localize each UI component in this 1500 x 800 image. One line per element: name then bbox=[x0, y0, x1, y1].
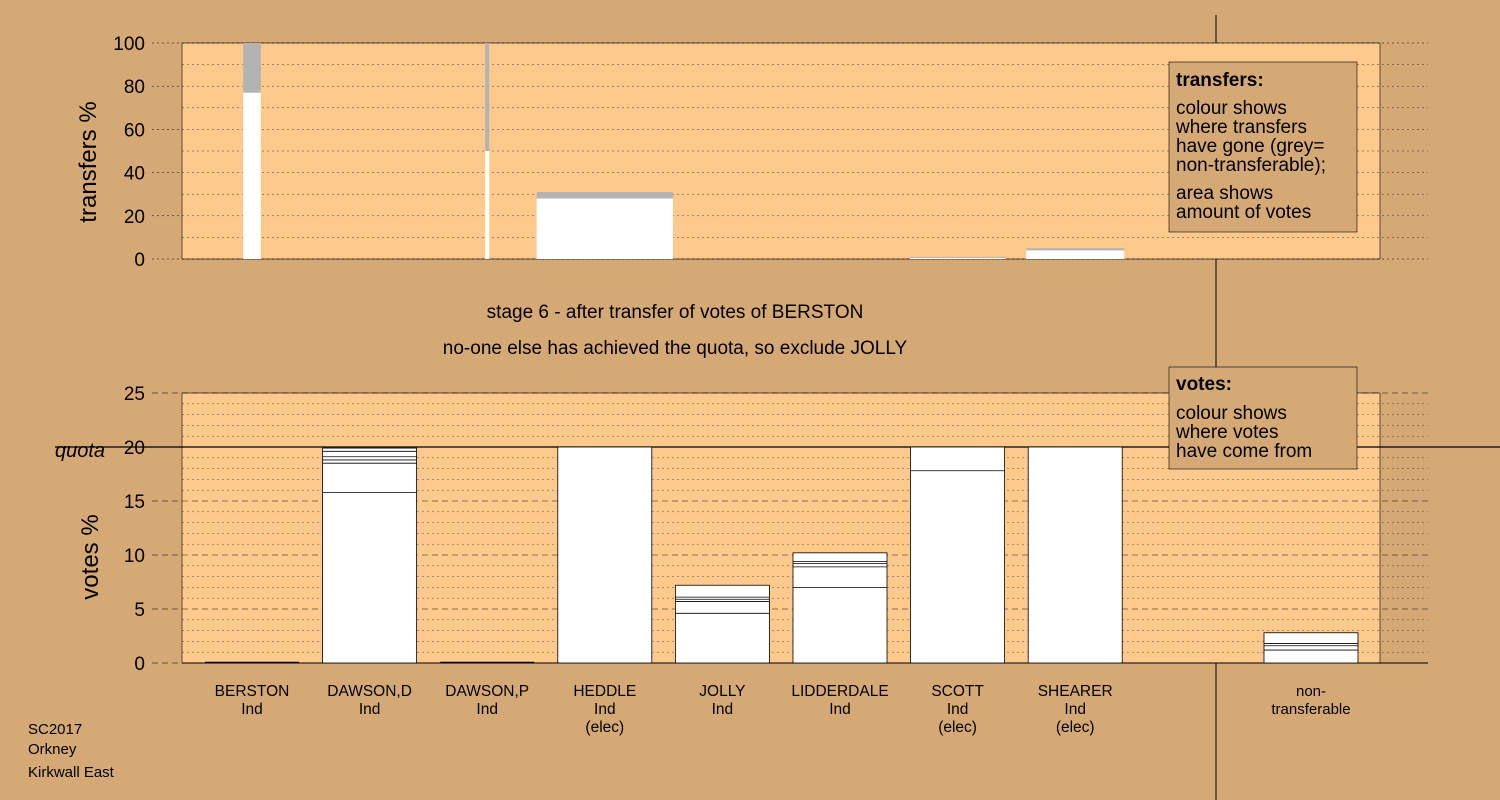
stage-description: stage 6 - after transfer of votes of BER… bbox=[487, 302, 864, 323]
transfers-bar-nontransferable bbox=[909, 256, 1006, 258]
votes-x-label: DAWSON,P bbox=[445, 683, 529, 700]
transfers-y-tick-label: 40 bbox=[124, 164, 145, 185]
transfers-bar-nontransferable bbox=[485, 43, 490, 151]
votes-legend-line: have come from bbox=[1176, 441, 1312, 462]
votes-x-label: (elec) bbox=[585, 719, 624, 736]
votes-x-label: SCOTT bbox=[931, 683, 984, 700]
transfers-legend-line: non-transferable); bbox=[1176, 155, 1326, 176]
votes-y-ticks: 0 5 10 15 20 25 bbox=[124, 384, 182, 675]
votes-x-label: transferable bbox=[1271, 701, 1350, 718]
votes-x-label: HEDDLE bbox=[573, 683, 636, 700]
votes-y-tick-label: 0 bbox=[134, 654, 145, 675]
transfers-bar-transferred bbox=[1026, 250, 1125, 259]
votes-x-label: Ind bbox=[947, 701, 969, 718]
votes-x-label: Ind bbox=[359, 701, 381, 718]
votes-y-tick-label: 10 bbox=[124, 546, 145, 567]
votes-x-label: Ind bbox=[829, 701, 851, 718]
transfers-bar-transferred bbox=[909, 257, 1006, 259]
transfers-y-tick-label: 60 bbox=[124, 120, 145, 141]
transfers-bar-nontransferable bbox=[536, 192, 673, 199]
transfers-legend: transfers: colour shows where transfers … bbox=[1168, 61, 1358, 233]
transfers-y-tick-label: 0 bbox=[134, 250, 145, 271]
votes-x-label: SHEARER bbox=[1038, 683, 1113, 700]
footer-council: Orkney bbox=[28, 741, 77, 758]
transfers-legend-line: amount of votes bbox=[1176, 202, 1311, 223]
votes-x-label: Ind bbox=[241, 701, 263, 718]
votes-x-label: non- bbox=[1296, 683, 1326, 700]
transfers-y-ticks: 0 20 40 60 80 100 bbox=[113, 34, 182, 271]
votes-legend-line: where votes bbox=[1175, 422, 1278, 443]
transfers-legend-line: area shows bbox=[1176, 183, 1273, 204]
transfers-legend-line: have gone (grey= bbox=[1176, 136, 1324, 157]
quota-label: quota bbox=[55, 440, 105, 462]
transfers-y-tick-label: 100 bbox=[113, 34, 145, 55]
votes-x-label: BERSTON bbox=[215, 683, 290, 700]
transfers-bar-nontransferable bbox=[243, 43, 261, 93]
votes-bar bbox=[675, 584, 770, 664]
votes-y-axis-label: votes % bbox=[77, 514, 104, 599]
transfers-y-tick-label: 80 bbox=[124, 77, 145, 98]
votes-x-label: DAWSON,D bbox=[327, 683, 412, 700]
votes-legend: votes: colour shows where votes have com… bbox=[1168, 366, 1358, 470]
transfers-y-axis-label: transfers % bbox=[75, 101, 102, 222]
transfers-chart: 0 20 40 60 80 100 transfers % transfers: colo… bbox=[75, 34, 1428, 271]
votes-x-label: Ind bbox=[594, 701, 616, 718]
votes-x-label: JOLLY bbox=[699, 683, 745, 700]
votes-x-label: Ind bbox=[712, 701, 734, 718]
votes-x-label: Ind bbox=[1064, 701, 1086, 718]
votes-legend-title: votes: bbox=[1176, 374, 1232, 395]
votes-legend-line: colour shows bbox=[1176, 403, 1287, 424]
votes-x-label: LIDDERDALE bbox=[791, 683, 888, 700]
transfers-bar-transferred bbox=[536, 198, 673, 259]
stage-action: no-one else has achieved the quota, so e… bbox=[443, 338, 908, 359]
votes-x-label: (elec) bbox=[1056, 719, 1095, 736]
transfers-bar-transferred bbox=[243, 92, 261, 260]
votes-bar bbox=[1263, 632, 1359, 664]
votes-x-label: (elec) bbox=[938, 719, 977, 736]
footer-ward: Kirkwall East bbox=[28, 764, 115, 781]
footer-election: SC2017 bbox=[28, 721, 82, 738]
votes-bar bbox=[910, 446, 1005, 664]
votes-y-tick-label: 5 bbox=[134, 600, 145, 621]
votes-bar bbox=[322, 447, 418, 664]
transfers-legend-line: where transfers bbox=[1175, 117, 1307, 138]
votes-y-tick-label: 15 bbox=[124, 492, 145, 513]
votes-bar bbox=[792, 552, 888, 664]
votes-y-tick-label: 20 bbox=[124, 438, 145, 459]
votes-bars bbox=[205, 446, 1359, 664]
votes-bar bbox=[1027, 446, 1123, 664]
transfers-bars bbox=[243, 43, 1125, 260]
transfers-y-tick-label: 20 bbox=[124, 207, 145, 228]
votes-bar bbox=[557, 446, 653, 664]
votes-x-labels: BERSTONIndDAWSON,DIndDAWSON,PIndHEDDLEIn… bbox=[215, 683, 1351, 736]
transfers-bar-nontransferable bbox=[1026, 248, 1125, 251]
votes-x-label: Ind bbox=[476, 701, 498, 718]
transfers-legend-line: colour shows bbox=[1176, 98, 1287, 119]
transfers-bar-transferred bbox=[485, 151, 490, 259]
votes-y-tick-label: 25 bbox=[124, 384, 145, 405]
transfers-legend-title: transfers: bbox=[1176, 70, 1264, 91]
